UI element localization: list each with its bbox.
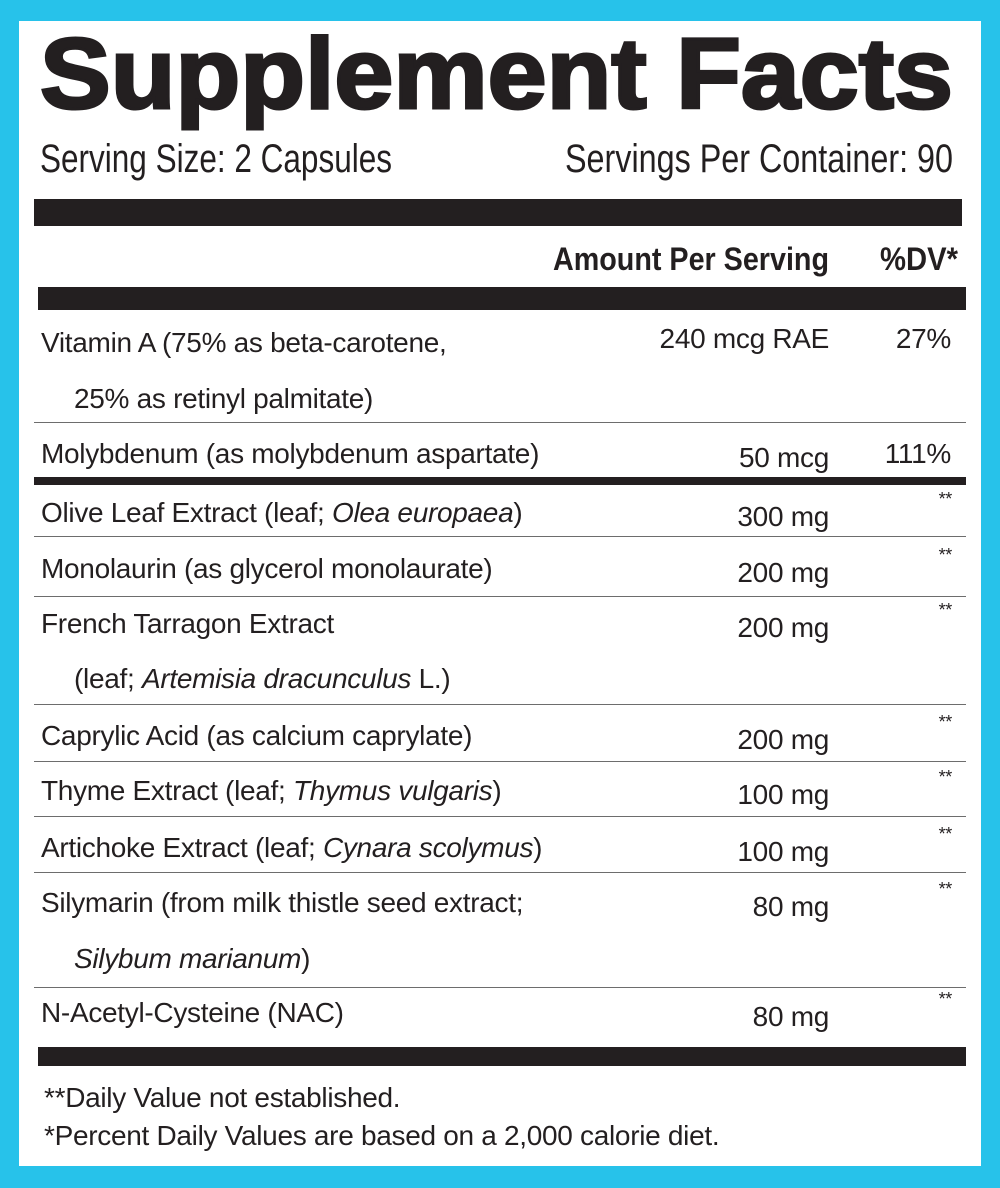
mid-thick-divider xyxy=(34,477,966,485)
row-divider xyxy=(34,536,966,537)
row-divider xyxy=(34,816,966,817)
name-text: Olive Leaf Extract (leaf; xyxy=(41,497,332,528)
ingredient-name: Vitamin A (75% as beta-carotene, xyxy=(41,327,447,359)
amount-per-serving: 200 mg xyxy=(737,557,829,588)
serving-size: Serving Size: 2 Capsules xyxy=(40,137,392,181)
ingredient-name: Artichoke Extract (leaf; Cynara scolymus… xyxy=(41,832,543,864)
servings-per-container: Servings Per Container: 90 xyxy=(565,137,953,181)
daily-value: ** xyxy=(938,824,953,844)
row-divider xyxy=(34,872,966,873)
daily-value: ** xyxy=(938,545,953,565)
name-text: ) xyxy=(513,497,523,528)
row-divider xyxy=(34,704,966,705)
row-divider xyxy=(34,987,966,988)
amount-per-serving: 80 mg xyxy=(752,1001,830,1032)
latin-name: Olea europaea xyxy=(332,497,514,528)
name-text: Molybdenum (as molybdenum aspartate) xyxy=(41,438,540,469)
footnote-percent-dv: *Percent Daily Values are based on a 2,0… xyxy=(44,1120,720,1151)
name-text: ) xyxy=(301,943,311,974)
row-divider xyxy=(34,761,966,762)
name-text: Caprylic Acid (as calcium caprylate) xyxy=(41,720,473,751)
daily-value: ** xyxy=(938,600,953,620)
name-text: Silymarin (from milk thistle seed extrac… xyxy=(41,887,524,918)
top-thick-divider xyxy=(34,199,962,226)
daily-value: 27% xyxy=(895,323,951,354)
amount-per-serving: 100 mg xyxy=(737,779,829,810)
ingredient-name-continued: 25% as retinyl palmitate) xyxy=(74,383,373,415)
amount-per-serving: 100 mg xyxy=(737,836,829,867)
daily-value: ** xyxy=(938,767,953,787)
daily-value: ** xyxy=(938,712,953,732)
name-text: (leaf; xyxy=(74,663,142,694)
name-text: French Tarragon Extract xyxy=(41,608,334,639)
name-text: ) xyxy=(533,832,543,863)
ingredient-name: Silymarin (from milk thistle seed extrac… xyxy=(41,887,523,919)
name-text: Artichoke Extract (leaf; xyxy=(41,832,323,863)
ingredient-name-continued: (leaf; Artemisia dracunculus L.) xyxy=(74,663,451,695)
ingredient-name: N-Acetyl-Cysteine (NAC) xyxy=(41,997,344,1029)
footnote-dv-not-established: **Daily Value not established. xyxy=(44,1082,401,1113)
amount-per-serving: 50 mcg xyxy=(738,442,829,473)
latin-name: Silybum marianum xyxy=(74,943,302,974)
row-divider xyxy=(34,596,966,597)
ingredient-name: Thyme Extract (leaf; Thymus vulgaris) xyxy=(41,775,502,807)
header-thick-divider xyxy=(38,287,966,310)
daily-value: ** xyxy=(938,989,953,1009)
name-text: N-Acetyl-Cysteine (NAC) xyxy=(41,997,344,1028)
title: Supplement Facts xyxy=(40,18,953,130)
name-text: Monolaurin (as glycerol monolaurate) xyxy=(41,553,493,584)
ingredient-name: Caprylic Acid (as calcium caprylate) xyxy=(41,720,472,752)
name-text: Vitamin A (75% as beta-carotene, xyxy=(41,327,447,358)
latin-name: Cynara scolymus xyxy=(322,832,534,863)
ingredient-name: Monolaurin (as glycerol monolaurate) xyxy=(41,553,493,585)
daily-value: 111% xyxy=(884,438,952,469)
dv-header: %DV* xyxy=(880,241,958,277)
amount-per-serving: 200 mg xyxy=(737,724,829,755)
ingredient-name: Molybdenum (as molybdenum aspartate) xyxy=(41,438,539,470)
daily-value: ** xyxy=(938,879,953,899)
ingredient-name: Olive Leaf Extract (leaf; Olea europaea) xyxy=(41,497,523,529)
amount-per-serving-header: Amount Per Serving xyxy=(553,241,829,277)
name-text: Thyme Extract (leaf; xyxy=(41,775,293,806)
amount-per-serving: 300 mg xyxy=(737,501,829,532)
bottom-thick-divider xyxy=(38,1047,966,1066)
amount-per-serving: 200 mg xyxy=(737,612,829,643)
amount-per-serving: 80 mg xyxy=(752,891,830,922)
name-text: L.) xyxy=(411,663,451,694)
amount-per-serving: 240 mcg RAE xyxy=(659,323,830,354)
latin-name: Artemisia dracunculus xyxy=(141,663,412,694)
row-divider xyxy=(34,422,966,423)
name-text: 25% as retinyl palmitate) xyxy=(74,383,374,414)
header: Supplement Facts Serving Size: 2 Capsule… xyxy=(39,17,959,278)
latin-name: Thymus vulgaris xyxy=(293,775,493,806)
name-text: ) xyxy=(492,775,502,806)
ingredient-name-continued: Silybum marianum) xyxy=(74,943,310,975)
daily-value: ** xyxy=(938,489,953,509)
ingredient-name: French Tarragon Extract xyxy=(41,608,334,640)
